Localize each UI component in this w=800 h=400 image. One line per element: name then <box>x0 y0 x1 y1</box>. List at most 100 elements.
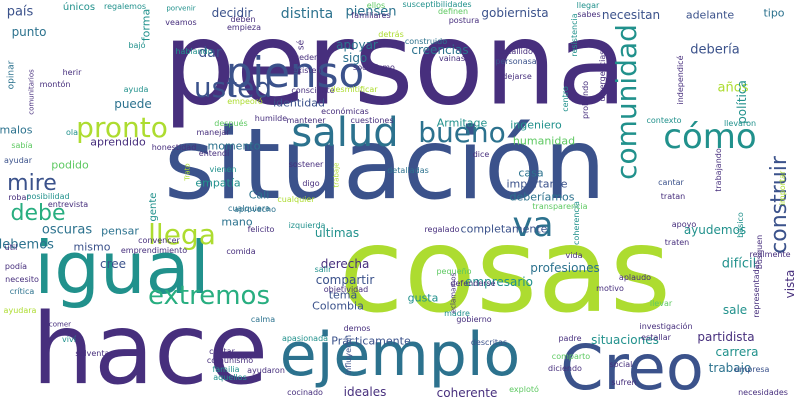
word-puede: puede <box>114 97 152 111</box>
word-necesitan: necesitan <box>601 8 661 22</box>
word-apasionada: apasionada <box>281 334 329 343</box>
word-debe: debe <box>10 201 66 226</box>
word-sostener: sostener <box>288 160 324 169</box>
word-contar: contar <box>209 347 235 356</box>
word-básico: básico <box>736 212 745 238</box>
word-únicos: únicos <box>62 2 96 13</box>
word-susceptibilidades: susceptibilidades <box>402 0 472 9</box>
word-explotó: explotó <box>509 385 539 394</box>
word-desmitificar: desmitificar <box>330 85 378 94</box>
word-situaciones: situaciones <box>591 333 659 347</box>
word-deberíamos: deberíamos <box>509 190 575 204</box>
word-realmente: realmente <box>749 250 791 259</box>
word-piensen: piensen <box>345 4 397 20</box>
word-bajó: bajó <box>128 41 146 50</box>
word-pueden: pueden <box>288 53 320 62</box>
word-robar: robar <box>8 193 30 202</box>
word-usted: usted <box>193 71 273 104</box>
word-importar: importar <box>778 170 787 206</box>
word-dar: dar <box>198 45 222 61</box>
word-punto: punto <box>11 25 47 39</box>
word-identidad: identidad <box>273 96 325 110</box>
word-ayudara: ayudara <box>3 306 37 315</box>
word-persona: persona <box>162 0 628 132</box>
word-sabía: sabía <box>11 141 33 150</box>
word-demos: demos <box>343 324 371 333</box>
word-vienen: vienen <box>209 165 237 174</box>
word-cualquier: cualquier <box>277 195 315 204</box>
word-eclamamos: eclamamos <box>449 272 458 314</box>
word-armitage: Armitage <box>436 116 488 130</box>
word-llevar: llevar <box>649 299 673 308</box>
word-entrevista: entrevista <box>47 200 89 209</box>
word-humanidad: humanidad <box>512 134 576 148</box>
word-calma: calma <box>250 315 276 324</box>
word-últimas: últimas <box>314 226 360 240</box>
word-gobiernista: gobiernista <box>481 6 549 20</box>
word-familiares: familiares <box>351 11 391 20</box>
word-va: va <box>512 205 554 245</box>
word-influyeron: influyeron <box>344 334 353 376</box>
word-veamos: veamos <box>165 18 197 27</box>
word-mantener: mantener <box>286 116 326 125</box>
word-gusta: gusta <box>407 291 439 305</box>
word-diciendo: diciendo <box>548 364 582 373</box>
word-comida: comida <box>226 247 256 256</box>
word-importante: importante <box>506 177 568 191</box>
word-cree: cree <box>99 257 127 271</box>
word-objetividad: objetividad <box>323 285 369 294</box>
word-socialismo: socialismo <box>353 63 395 72</box>
word-mire: mire <box>7 171 57 196</box>
word-transparencia: transparencia <box>532 202 588 211</box>
word-pienso: pienso <box>225 48 365 97</box>
word-humilde: humilde <box>254 114 288 123</box>
word-comunidad: comunidad <box>610 24 643 180</box>
word-centro: centro <box>561 86 570 112</box>
word-consciente: consciente <box>291 86 335 95</box>
word-trato: Trato <box>183 163 192 181</box>
word-gente: gente <box>148 192 159 222</box>
word-pronto: pronto <box>76 111 168 144</box>
word-tipo: tipo <box>763 6 785 20</box>
word-creo: Creo <box>560 331 704 400</box>
word-pequeño: pequeño <box>436 267 472 276</box>
word-digo: digo <box>302 179 320 188</box>
word-empeoró: empeoró <box>227 97 263 106</box>
word-cómo: cómo <box>663 117 757 157</box>
word-comer: comer <box>48 320 72 329</box>
word-ayudaron: ayudaron <box>247 366 285 375</box>
word-aprendido: aprendido <box>90 135 146 149</box>
word-estallido: estallido <box>499 47 533 56</box>
word-colombia: Colombia <box>312 299 364 313</box>
word-aquellos: aquellos <box>213 373 247 382</box>
word-cantar: cantar <box>658 178 684 187</box>
word-igual: igual <box>34 226 210 310</box>
word-derecha: derecha <box>320 257 370 271</box>
word-definen: definen <box>437 7 469 16</box>
word-mano: mano <box>221 215 253 229</box>
word-detalladas: detalladas <box>387 166 429 175</box>
word-traten: traten <box>664 238 690 247</box>
word-llevaron: llevaron <box>723 119 757 128</box>
word-trabajo: trabajo <box>708 361 752 375</box>
word-construido: construido <box>404 37 448 46</box>
word-probando: probando <box>581 80 590 120</box>
word-cosas: cosas <box>338 201 672 339</box>
word-coherencia: coherencia <box>572 201 581 245</box>
word-prácticamente: Prácticamente <box>331 334 411 348</box>
word-tema: tema <box>328 288 358 302</box>
word-aplaudo: aplaudo <box>618 273 652 282</box>
word-llega: llega <box>148 218 216 251</box>
word-después: después <box>214 119 248 128</box>
word-dice: dice <box>472 150 490 159</box>
word-emprendimiento: emprendimiento <box>120 246 188 255</box>
word-estallar: estallar <box>641 333 671 342</box>
word-honestidad: honestidad <box>151 143 197 152</box>
word-podido: podido <box>51 158 89 172</box>
word-decidir: decidir <box>211 6 253 20</box>
word-difícil: difícil <box>721 256 757 272</box>
word-empresa: empresa <box>734 365 770 374</box>
word-cuestiones: cuestiones <box>350 116 394 125</box>
word-momento: momento <box>207 139 261 153</box>
